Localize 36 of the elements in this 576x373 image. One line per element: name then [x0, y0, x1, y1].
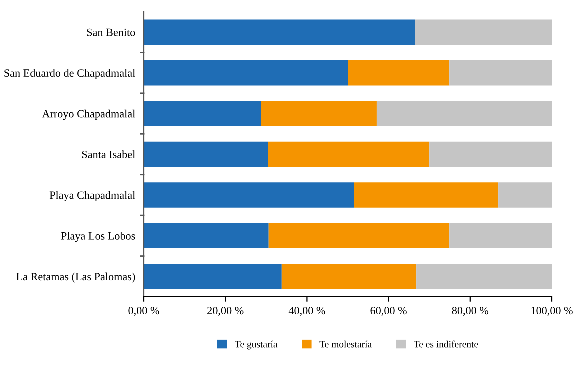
bar	[416, 264, 552, 290]
y-tick-label: San Benito	[87, 28, 136, 36]
bar	[450, 223, 552, 249]
bar	[268, 142, 430, 168]
bar	[144, 20, 416, 45]
bar	[498, 182, 552, 208]
bar	[376, 101, 552, 126]
x-tick-label: 40,00 %	[288, 307, 326, 316]
y-tick-label: San Eduardo de Chapadmalal	[4, 69, 136, 80]
y-tick-label: Playa Los Lobos	[61, 232, 136, 242]
x-tick-label: 100,00 %	[532, 307, 573, 316]
y-tick-label: Santa Isabel	[82, 150, 136, 158]
bar	[354, 182, 499, 208]
bar	[144, 60, 348, 86]
bar	[261, 101, 377, 126]
bar	[450, 60, 552, 86]
bar	[268, 223, 450, 249]
bar	[144, 101, 262, 126]
x-tick-label: 20,00 %	[208, 307, 244, 316]
y-tick-label: La Retamas (Las Palomas)	[16, 272, 136, 283]
bar	[430, 142, 552, 168]
bar	[144, 264, 282, 290]
legend-label: Te molestaría	[320, 340, 372, 348]
x-tick-label: 60,00 %	[370, 307, 407, 316]
x-tick-label: 0,00 %	[128, 307, 160, 316]
y-tick-label: Playa Chapadmalal	[50, 191, 136, 202]
x-tick-label: 80,00 %	[452, 307, 489, 316]
bar	[415, 20, 552, 45]
bar	[348, 60, 450, 86]
bar	[144, 223, 269, 249]
legend-label: Te gustaría	[235, 340, 278, 350]
bar	[144, 182, 354, 208]
legend-label: Te es indiferente	[414, 340, 478, 348]
bar	[144, 142, 268, 168]
bar	[282, 264, 417, 290]
y-tick-label: Arroyo Chapadmalal	[42, 110, 136, 120]
